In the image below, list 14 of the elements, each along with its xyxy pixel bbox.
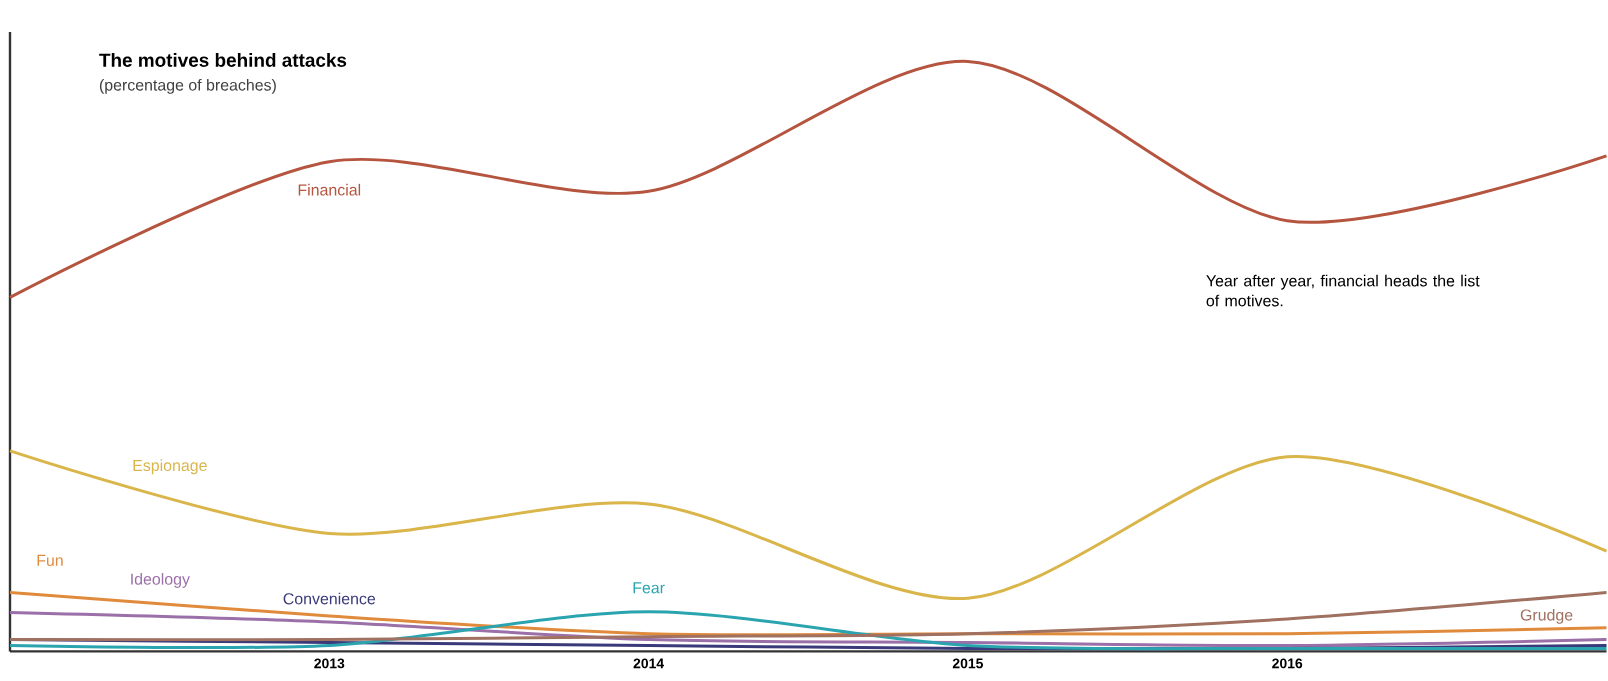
- text: Convenience: [283, 592, 376, 605]
- series-label: Fun: [37, 554, 63, 566]
- chart-title: The motives behind attacks: [99, 52, 347, 67]
- text: (percentage of breaches): [99, 78, 276, 94]
- series-label: Ideology: [131, 572, 190, 588]
- annotation: Year after year, financial heads the list of motives.: [1206, 274, 1480, 307]
- series-label: Grudge: [1520, 608, 1573, 624]
- x-tick-label: 2013: [314, 658, 345, 669]
- series-label: Fear: [633, 582, 665, 594]
- x-tick-label: 2016: [1272, 658, 1303, 669]
- series-label: Espionage: [133, 459, 207, 475]
- x-tick-label: 2015: [952, 658, 984, 669]
- series-label: Financial: [298, 183, 361, 196]
- x-tick-label: 2014: [633, 658, 665, 669]
